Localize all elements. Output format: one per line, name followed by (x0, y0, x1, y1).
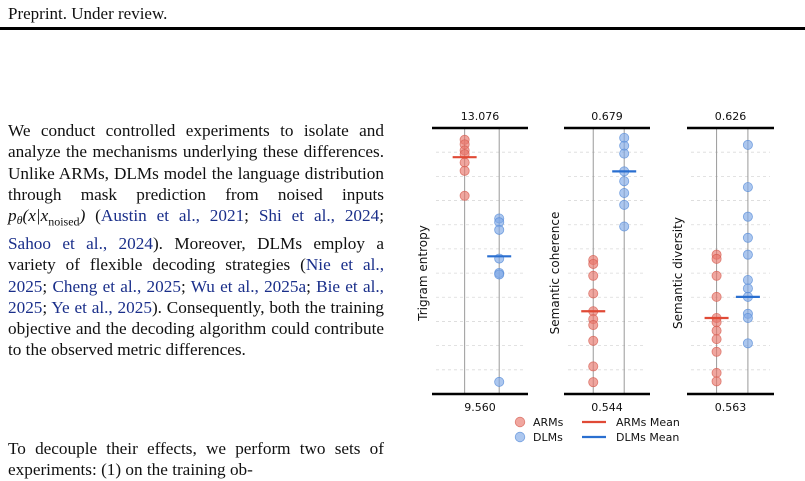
dlms-point (619, 148, 630, 159)
y-axis-label: Semantic diversity (671, 217, 685, 329)
math-p: p (8, 206, 17, 226)
citation-link[interactable]: Shi et al., 2024 (258, 206, 380, 226)
chart-legend: ARMs DLMs ARMs Mean DLMs Mean (514, 416, 680, 444)
arms-point (588, 377, 599, 388)
legend-marker (514, 416, 526, 428)
citation-link[interactable]: Ye et al., 2025 (51, 297, 152, 317)
citation-link[interactable]: Nie et al., 2025 (8, 255, 384, 296)
arms-point (459, 190, 470, 201)
body-paragraph-1: We conduct controlled experiments to iso… (8, 120, 384, 361)
metric-comparison-figure: 13.076 9.560 Trigram entropy 0.679 0.544 Sema… (416, 110, 774, 444)
top-bound-label: 0.626 (715, 110, 747, 123)
arms-point (588, 320, 599, 331)
header-rule (0, 27, 805, 30)
dlms-point (742, 312, 753, 323)
top-bound-label: 13.076 (461, 110, 500, 123)
arms-point (711, 346, 722, 357)
math-expression: pθ(x|xnoised) (8, 206, 86, 228)
arms-point (711, 334, 722, 345)
math-subscript: noised (48, 214, 80, 229)
dlms-point (494, 269, 505, 280)
text-segment: ; (379, 206, 384, 226)
text-segment: ; (306, 276, 317, 296)
citation-link[interactable]: Bie et al., 2025 (8, 276, 384, 317)
dlms-point (494, 224, 505, 235)
arms-point (711, 376, 722, 387)
arms-point (588, 335, 599, 346)
y-axis-label: Semantic coherence (548, 212, 562, 335)
dlms-point (742, 211, 753, 222)
dlms-point (619, 188, 630, 199)
top-bound-label: 0.679 (591, 110, 623, 123)
legend-marker (514, 431, 526, 443)
dlms-point (619, 199, 630, 210)
text-segment: ). Moreover, DLMs employ a variety of fl… (8, 233, 384, 275)
bottom-bound-label: 0.544 (591, 401, 623, 414)
arms-point (588, 270, 599, 281)
dlms-point (742, 182, 753, 193)
chart-panel: 13.076 9.560 Trigram entropy (416, 110, 528, 414)
math-theta: θ (16, 213, 23, 228)
text-segment: ; (244, 206, 259, 226)
arms-point (459, 165, 470, 176)
text-segment: ( (85, 206, 101, 226)
arms-point (711, 291, 722, 302)
text-segment: ). Consequently, both the training objec… (8, 297, 384, 360)
legend-label: ARMs (533, 416, 564, 429)
math-x: (x|x (22, 206, 49, 226)
math-close: ) (79, 206, 86, 226)
arms-point (588, 258, 599, 269)
chart-panel: 0.679 0.544 Semantic coherence (548, 110, 650, 414)
dlms-point (494, 376, 505, 387)
arms-point (711, 253, 722, 264)
dlms-point (742, 139, 753, 150)
legend-label: DLMs Mean (616, 431, 679, 444)
text-segment: ; (42, 297, 52, 317)
arms-point (459, 157, 470, 168)
citation-link[interactable]: Austin et al., 2021 (100, 206, 245, 226)
body-paragraph-2: To decouple their effects, we perform tw… (8, 439, 384, 480)
arms-point (711, 325, 722, 336)
arms-point (588, 288, 599, 299)
arms-point (711, 270, 722, 281)
dlms-point (742, 274, 753, 285)
dlms-point (742, 283, 753, 294)
dlms-point (742, 232, 753, 243)
citation-link[interactable]: Wu et al., 2025a (190, 276, 307, 296)
text-segment: ; (180, 276, 191, 296)
y-axis-label: Trigram entropy (416, 225, 430, 322)
running-header: Preprint. Under review. (8, 4, 168, 23)
dlms-point (742, 249, 753, 260)
text-segment: ; (42, 276, 53, 296)
legend-label: DLMs (533, 431, 563, 444)
text-segment: We conduct controlled experiments to iso… (8, 121, 384, 204)
arms-point (588, 361, 599, 372)
citation-link[interactable]: Sahoo et al., 2024 (8, 233, 153, 253)
dlms-point (619, 176, 630, 187)
bottom-bound-label: 0.563 (715, 401, 747, 414)
dlms-point (742, 338, 753, 349)
citation-link[interactable]: Cheng et al., 2025 (52, 276, 181, 296)
arms-point (711, 367, 722, 378)
chart-panel: 0.626 0.563 Semantic diversity (671, 110, 774, 414)
bottom-bound-label: 9.560 (464, 401, 496, 414)
legend-label: ARMs Mean (616, 416, 680, 429)
dlms-point (619, 221, 630, 232)
